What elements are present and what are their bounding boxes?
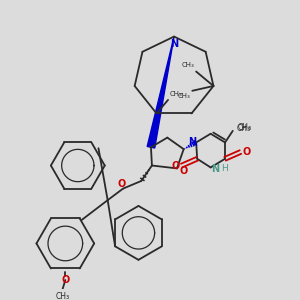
Text: O: O xyxy=(242,147,250,157)
Text: O: O xyxy=(61,275,69,285)
Polygon shape xyxy=(147,37,174,148)
Text: N: N xyxy=(170,39,178,49)
Text: CH₃: CH₃ xyxy=(237,124,251,134)
Text: H: H xyxy=(221,164,227,173)
Text: CH₃: CH₃ xyxy=(170,91,183,97)
Text: O: O xyxy=(172,161,180,172)
Text: CH₃: CH₃ xyxy=(238,124,252,133)
Text: CH₃: CH₃ xyxy=(56,292,70,300)
Text: CH₃: CH₃ xyxy=(182,62,194,68)
Text: O: O xyxy=(117,179,125,189)
Text: N: N xyxy=(188,137,196,147)
Text: O: O xyxy=(180,166,188,176)
Text: N: N xyxy=(212,164,220,174)
Text: CH₃: CH₃ xyxy=(178,93,190,99)
